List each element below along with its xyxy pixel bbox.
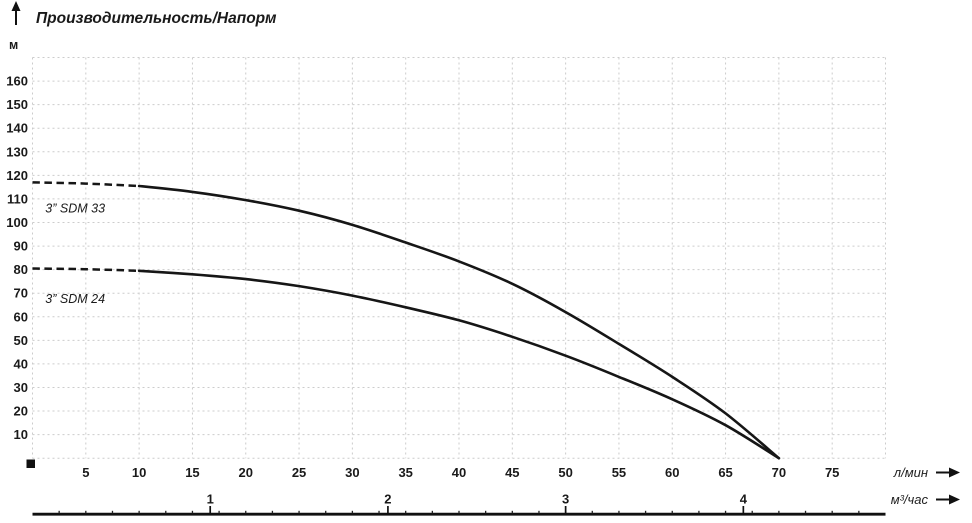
x-axis-unit-secondary: м³/час xyxy=(891,492,929,507)
x-axis-arrow-primary-icon xyxy=(936,467,960,478)
secondary-tick-label: 3 xyxy=(562,492,569,507)
secondary-tick-label: 2 xyxy=(384,492,391,507)
series-label: 3” SDM 24 xyxy=(45,292,105,306)
y-tick-label: 130 xyxy=(6,144,28,159)
secondary-tick-label: 4 xyxy=(740,492,748,507)
x-tick-label: 60 xyxy=(665,465,679,480)
y-tick-label: 120 xyxy=(6,168,28,183)
pump-curves: 3” SDM 33 3” SDM 24 xyxy=(32,181,781,460)
x-tick-label: 75 xyxy=(825,465,839,480)
y-tick-label: 110 xyxy=(7,191,28,206)
y-tick-label: 80 xyxy=(14,262,28,277)
x-tick-label: 10 xyxy=(132,465,146,480)
pump-curve xyxy=(137,184,781,460)
pump-curve-dashed-start xyxy=(32,181,140,188)
series-label: 3” SDM 33 xyxy=(45,201,105,215)
secondary-tick-label: 1 xyxy=(207,492,214,507)
y-tick-label: 90 xyxy=(14,239,28,254)
y-tick-label: 160 xyxy=(6,74,28,89)
y-tick-label: 140 xyxy=(6,121,28,136)
x-axis-arrow-secondary-icon xyxy=(936,494,960,505)
secondary-axis-scale: 1 2 3 4 xyxy=(32,492,886,516)
y-tick-label: 60 xyxy=(14,309,28,324)
x-tick-label: 35 xyxy=(398,465,412,480)
x-tick-label: 15 xyxy=(185,465,199,480)
x-tick-label: 5 xyxy=(82,465,89,480)
x-tick-label: 40 xyxy=(452,465,466,480)
x-tick-label: 45 xyxy=(505,465,519,480)
y-axis-tick-labels: 10 20 30 40 50 60 70 80 90 100 110 120 130 140 150 160 xyxy=(6,74,28,443)
x-tick-label: 55 xyxy=(612,465,626,480)
x-tick-label: 30 xyxy=(345,465,359,480)
x-tick-label: 70 xyxy=(772,465,786,480)
y-tick-label: 30 xyxy=(14,380,28,395)
x-tick-label: 25 xyxy=(292,465,306,480)
y-tick-label: 100 xyxy=(6,215,28,230)
x-tick-label: 20 xyxy=(239,465,253,480)
chart-title: Производительность/Напорм xyxy=(36,10,277,27)
pump-curve-dashed-start xyxy=(32,267,140,273)
y-tick-label: 20 xyxy=(14,404,28,419)
gridlines xyxy=(32,57,886,459)
y-axis-unit: м xyxy=(9,38,18,52)
pump-curve xyxy=(137,269,781,460)
x-tick-label: 65 xyxy=(718,465,732,480)
y-axis-arrow-icon xyxy=(11,1,21,25)
y-tick-label: 50 xyxy=(14,333,28,348)
y-tick-label: 70 xyxy=(14,286,28,301)
x-tick-label: 50 xyxy=(558,465,572,480)
y-tick-label: 40 xyxy=(14,356,28,371)
y-tick-label: 150 xyxy=(6,97,28,112)
y-tick-label: 10 xyxy=(14,427,28,442)
x-axis-unit-primary: л/мин xyxy=(893,465,928,480)
x-axis-tick-labels: 5 10 15 20 25 30 35 40 45 50 55 60 65 70 75 xyxy=(82,465,839,480)
origin-marker xyxy=(26,459,35,468)
